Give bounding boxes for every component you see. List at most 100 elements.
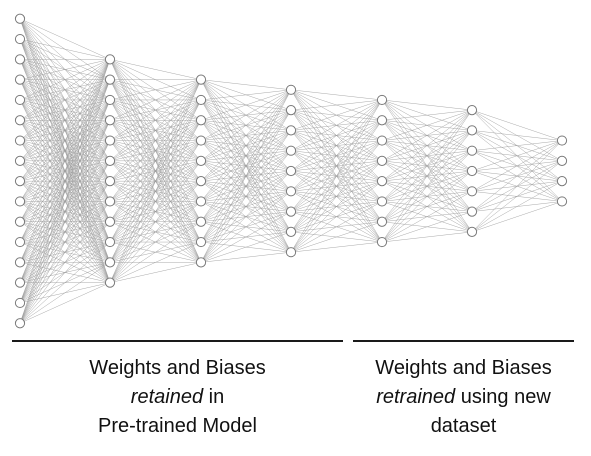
retained-emphasis: retained: [130, 386, 204, 408]
connection-l1-n11-to-n1: [109, 99, 202, 283]
connection-l1-n3-to-n0: [109, 79, 202, 121]
neuron-layer-0-6: [14, 135, 26, 146]
connection-l2-n9-to-n6: [200, 211, 292, 263]
connection-l3-n4-to-n0: [290, 99, 383, 172]
neuron-layer-6-0: [556, 135, 568, 146]
connection-l4-n7-to-n4: [381, 191, 473, 243]
connection-l4-n7-to-n6: [381, 231, 473, 243]
connection-l2-n9-to-n0: [200, 89, 292, 263]
connection-l3-n5-to-n0: [290, 99, 383, 192]
retained-caption-line2: retained in: [12, 383, 343, 412]
connection-l3-n8-to-n1: [290, 120, 383, 253]
retained-section-rule: [12, 340, 343, 342]
connection-l3-n8-to-n5: [290, 201, 383, 253]
connection-l4-n0-to-n0: [381, 99, 473, 111]
neuron-layer-1-10: [104, 257, 116, 268]
connection-l0-n8-to-n0: [19, 59, 111, 182]
neuron-layer-3-0: [285, 84, 297, 95]
connection-l4-n7-to-n0: [381, 109, 473, 243]
connection-l1-n8-to-n0: [109, 79, 202, 222]
connection-l4-n6-to-n0: [381, 109, 473, 222]
neuron-layer-4-3: [376, 155, 388, 166]
neurons-group: [14, 13, 568, 329]
neuron-layer-6-2: [556, 176, 568, 187]
retrained-caption-line3: dataset: [430, 415, 497, 437]
neuron-layer-2-0: [195, 74, 207, 85]
neuron-layer-1-4: [104, 135, 116, 146]
neuron-layer-1-1: [104, 74, 116, 85]
retrained-caption-line2: retrained using new: [353, 383, 574, 412]
connection-l3-n8-to-n2: [290, 140, 383, 253]
connection-l0-n15-to-n3: [19, 120, 111, 324]
connection-l2-n7-to-n0: [200, 89, 292, 222]
neuron-layer-0-4: [14, 94, 26, 106]
connection-l4-n3-to-n0: [381, 109, 473, 162]
neuron-layer-0-10: [14, 216, 26, 227]
neuron-layer-3-1: [285, 105, 297, 116]
connection-l4-n7-to-n3: [381, 170, 473, 243]
connection-l2-n9-to-n2: [200, 130, 292, 263]
neuron-layer-2-1: [195, 94, 207, 106]
neuron-layer-6-3: [556, 196, 568, 207]
neuron-layer-1-6: [104, 176, 116, 187]
connection-l1-n7-to-n0: [109, 79, 202, 202]
connection-l0-n11-to-n0: [19, 59, 111, 243]
neuron-layer-2-5: [195, 176, 207, 187]
connection-l0-n9-to-n0: [19, 59, 111, 202]
neuron-layer-0-1: [14, 33, 26, 45]
connection-l2-n0-to-n0: [200, 79, 292, 91]
connection-l2-n1-to-n0: [200, 89, 292, 101]
connection-l0-n5-to-n0: [19, 59, 111, 121]
neuron-layer-2-2: [195, 115, 207, 126]
connection-l1-n6-to-n0: [109, 79, 202, 182]
neuron-layer-1-7: [104, 196, 116, 207]
connection-l2-n9-to-n5: [200, 191, 292, 263]
connection-l1-n11-to-n2: [109, 120, 202, 283]
neuron-layer-1-11: [104, 277, 116, 288]
connection-l0-n1-to-n0: [19, 38, 111, 60]
neuron-layer-5-3: [466, 165, 478, 177]
neuron-layer-0-7: [14, 155, 26, 166]
connection-l3-n3-to-n0: [290, 99, 383, 151]
neuron-layer-0-12: [14, 257, 26, 268]
neural-network-diagram: [14, 13, 568, 329]
connection-l3-n8-to-n0: [290, 99, 383, 253]
neuron-layer-3-3: [285, 145, 297, 156]
neuron-layer-3-6: [285, 206, 297, 217]
connection-l3-n8-to-n7: [290, 241, 383, 253]
connections-group: [19, 18, 563, 324]
connection-l0-n12-to-n0: [19, 59, 111, 263]
connection-l1-n11-to-n7: [109, 221, 202, 283]
neuron-layer-4-2: [376, 135, 388, 146]
connection-l0-n15-to-n6: [19, 181, 111, 324]
neuron-layer-0-14: [14, 297, 26, 309]
connection-l5-n6-to-n3: [471, 201, 563, 233]
connection-l4-n5-to-n0: [381, 109, 473, 202]
connection-l1-n4-to-n0: [109, 79, 202, 141]
neuron-layer-3-7: [285, 226, 297, 237]
neuron-layer-4-1: [376, 115, 388, 126]
neuron-layer-5-2: [466, 145, 478, 156]
neuron-layer-3-4: [285, 165, 297, 177]
retrained-emphasis: retrained: [376, 386, 456, 408]
neuron-layer-1-0: [104, 54, 116, 65]
connection-l2-n3-to-n0: [200, 89, 292, 141]
neuron-layer-3-2: [285, 125, 297, 136]
connection-l5-n0-to-n0: [471, 109, 563, 141]
connection-l1-n0-to-n0: [109, 59, 202, 80]
neuron-layer-5-1: [466, 125, 478, 136]
connection-l1-n11-to-n5: [109, 180, 202, 283]
neuron-layer-2-7: [195, 216, 207, 227]
connection-l1-n5-to-n0: [109, 79, 202, 162]
retrained-caption: Weights and Biases retrained using new d…: [353, 354, 574, 441]
connection-l3-n2-to-n0: [290, 99, 383, 131]
neuron-layer-0-8: [14, 176, 26, 187]
connection-l2-n2-to-n0: [200, 89, 292, 121]
connection-l3-n7-to-n0: [290, 99, 383, 233]
neuron-layer-4-5: [376, 196, 388, 207]
connection-l5-n6-to-n2: [471, 180, 563, 233]
connection-l1-n11-to-n9: [109, 262, 202, 283]
neuron-layer-2-9: [195, 257, 207, 268]
retained-caption-line2-rest: in: [203, 386, 225, 408]
neuron-layer-2-3: [195, 135, 207, 146]
